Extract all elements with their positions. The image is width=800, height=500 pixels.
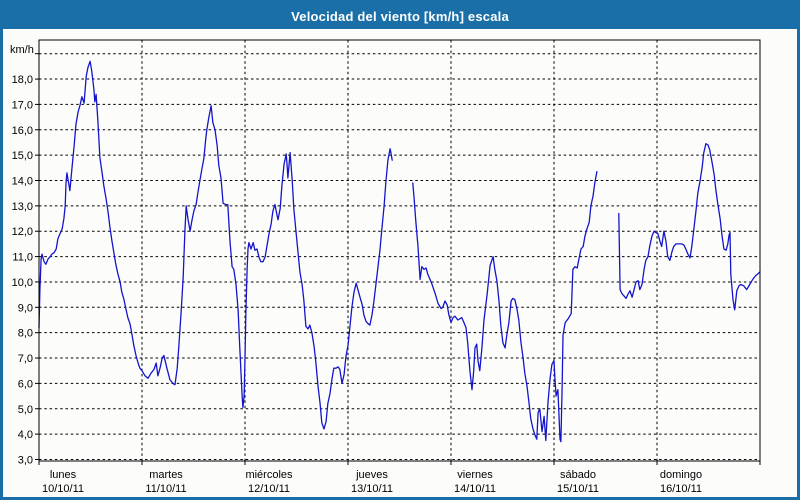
axis-ticks [35,53,761,465]
x-day-name-label: viernes [457,469,493,481]
x-day-date-label: 10/10/11 [42,483,84,495]
y-tick-label: 15,0 [12,150,33,162]
x-day-date-label: 16/10/11 [660,483,702,495]
x-day-name-label: sábado [560,469,596,481]
x-day-date-label: 11/10/11 [145,483,186,495]
y-tick-label: 4,0 [18,429,33,441]
y-tick-label: 11,0 [12,252,33,264]
x-day-date-label: 14/10/11 [454,483,496,495]
series-group [38,60,761,443]
wind-speed-line [38,60,393,430]
y-tick-label: 9,0 [18,302,33,314]
axis-labels: 3,0 4,0 5,0 6,0 7,0 8,0 9,0 10,0 11,0 12,0 13,0 14,… [10,44,702,495]
gridlines [39,40,760,461]
plot-border [38,39,761,462]
y-tick-label: 16,0 [12,125,33,137]
chart-title: Velocidad del viento [km/h] escala [291,8,509,24]
y-tick-label: 7,0 [18,353,33,365]
x-day-name-label: domingo [660,469,702,481]
y-tick-label: 8,0 [18,328,33,340]
x-day-name-label: jueves [355,469,388,481]
wind-speed-line [618,143,761,311]
y-tick-label: 6,0 [18,378,33,390]
x-day-name-label: lunes [50,469,77,481]
y-tick-label: 13,0 [12,201,33,213]
x-day-name-label: miércoles [245,469,293,481]
y-tick-label: 14,0 [12,176,33,188]
y-tick-label: 10,0 [12,277,33,289]
y-tick-label: 12,0 [12,226,33,238]
wind-speed-line [412,170,598,443]
chart-titlebar: Velocidad del viento [km/h] escala [3,3,797,29]
y-tick-label: 3,0 [18,454,33,466]
x-day-name-label: martes [149,469,183,481]
x-day-date-label: 12/10/11 [248,483,290,495]
wind-speed-chart: 3,0 4,0 5,0 6,0 7,0 8,0 9,0 10,0 11,0 12,0 13,0 14,… [10,39,761,495]
y-tick-label: 17,0 [12,99,33,111]
y-tick-label: 18,0 [12,74,33,86]
y-axis-unit-label: km/h [10,44,34,56]
y-tick-label: 5,0 [18,404,33,416]
x-day-date-label: 13/10/11 [351,483,393,495]
chart-area: 3,0 4,0 5,0 6,0 7,0 8,0 9,0 10,0 11,0 12,0 13,0 14,… [3,29,797,497]
x-day-date-label: 15/10/11 [557,483,599,495]
